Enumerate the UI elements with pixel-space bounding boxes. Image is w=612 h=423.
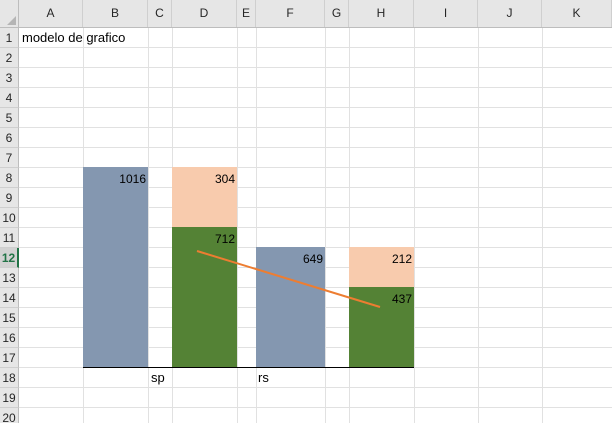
- data-label: 212: [391, 252, 412, 266]
- row-header-7[interactable]: 7: [0, 148, 19, 168]
- row-header-1[interactable]: 1: [0, 28, 19, 48]
- row-header-8[interactable]: 8: [0, 168, 19, 188]
- gridline-horizontal: [19, 127, 612, 128]
- data-label: 712: [214, 232, 235, 246]
- row-header-10[interactable]: 10: [0, 208, 19, 228]
- column-header-j[interactable]: J: [478, 0, 542, 27]
- data-label: 649: [302, 252, 323, 266]
- cell-a1[interactable]: modelo de grafico: [22, 30, 126, 45]
- category-label: sp: [151, 370, 165, 385]
- row-header-13[interactable]: 13: [0, 268, 19, 288]
- row-header-2[interactable]: 2: [0, 48, 19, 68]
- gridline-horizontal: [19, 67, 612, 68]
- row-header-14[interactable]: 14: [0, 288, 19, 308]
- gridline-horizontal: [19, 407, 612, 408]
- column-header-g[interactable]: G: [325, 0, 349, 27]
- column-header-i[interactable]: I: [414, 0, 478, 27]
- gridline-horizontal: [19, 207, 612, 208]
- gridline-horizontal: [19, 187, 612, 188]
- column-header-a[interactable]: A: [19, 0, 83, 27]
- bar-sp-total: [83, 167, 148, 367]
- data-label: 437: [391, 292, 412, 306]
- column-header-c[interactable]: C: [148, 0, 172, 27]
- row-header-3[interactable]: 3: [0, 68, 19, 88]
- column-header-b[interactable]: B: [83, 0, 148, 27]
- gridline-vertical: [414, 28, 415, 423]
- gridline-horizontal: [19, 167, 612, 168]
- gridline-horizontal: [19, 107, 612, 108]
- gridline-horizontal: [19, 87, 612, 88]
- gridline-horizontal: [19, 47, 612, 48]
- data-label: 304: [214, 172, 235, 186]
- row-header-5[interactable]: 5: [0, 108, 19, 128]
- column-header-bar: [0, 0, 612, 28]
- column-header-h[interactable]: H: [349, 0, 414, 27]
- row-header-6[interactable]: 6: [0, 128, 19, 148]
- row-header-11[interactable]: 11: [0, 228, 19, 248]
- column-header-k[interactable]: K: [542, 0, 612, 27]
- gridline-vertical: [256, 28, 257, 423]
- row-header-19[interactable]: 19: [0, 388, 19, 408]
- row-header-18[interactable]: 18: [0, 368, 19, 388]
- select-all-corner[interactable]: [0, 0, 19, 27]
- gridline-horizontal: [19, 387, 612, 388]
- row-header-9[interactable]: 9: [0, 188, 19, 208]
- row-header-12[interactable]: 12: [0, 248, 19, 268]
- category-axis: [83, 367, 414, 368]
- row-header-15[interactable]: 15: [0, 308, 19, 328]
- column-header-f[interactable]: F: [256, 0, 325, 27]
- bar-sp-peach: [172, 167, 237, 227]
- gridline-horizontal: [19, 227, 612, 228]
- gridline-vertical: [349, 28, 350, 423]
- row-header-17[interactable]: 17: [0, 348, 19, 368]
- row-header-16[interactable]: 16: [0, 328, 19, 348]
- column-header-e[interactable]: E: [237, 0, 256, 27]
- gridline-vertical: [237, 28, 238, 423]
- row-header-20[interactable]: 20: [0, 408, 19, 423]
- gridline-vertical: [542, 28, 543, 423]
- category-label: rs: [258, 370, 269, 385]
- gridline-vertical: [148, 28, 149, 423]
- column-header-d[interactable]: D: [172, 0, 237, 27]
- gridline-horizontal: [19, 147, 612, 148]
- gridline-vertical: [478, 28, 479, 423]
- row-header-4[interactable]: 4: [0, 88, 19, 108]
- gridline-vertical: [325, 28, 326, 423]
- data-label: 1016: [119, 172, 146, 186]
